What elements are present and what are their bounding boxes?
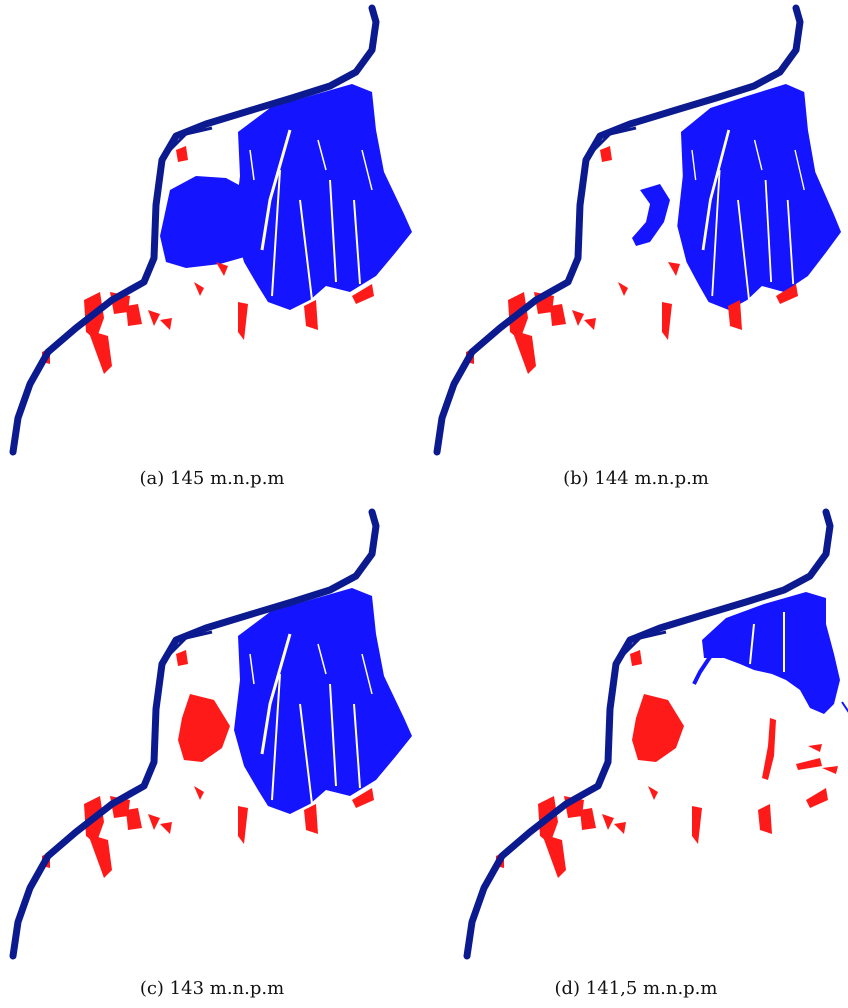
map-b [424,0,843,460]
map-a [0,0,414,460]
caption-c: (c) 143 m.n.p.m [139,978,285,999]
flooded-basin [160,176,260,268]
map-panel-c: (c) 143 m.n.p.m [0,504,424,1008]
dry-basin [632,694,684,762]
dry-depression [668,262,680,276]
flooded-area [232,586,414,816]
caption-b: (b) 144 m.n.p.m [563,468,709,489]
dry-depression [216,262,228,276]
partially-flooded-basin [632,184,670,246]
map-panel-b: (b) 144 m.n.p.m [424,0,848,504]
map-d [424,504,848,964]
dry-depressions [496,650,828,878]
map-panel-d: (d) 141,5 m.n.p.m [424,504,848,1008]
caption-a: (a) 145 m.n.p.m [139,468,285,489]
flooded-area [232,82,414,312]
dry-depressions-extra [762,718,838,780]
dry-basin [178,694,230,762]
flooded-area [675,82,843,312]
map-c [0,504,414,964]
map-panel-a: (a) 145 m.n.p.m [0,0,424,504]
caption-d: (d) 141,5 m.n.p.m [554,978,718,999]
